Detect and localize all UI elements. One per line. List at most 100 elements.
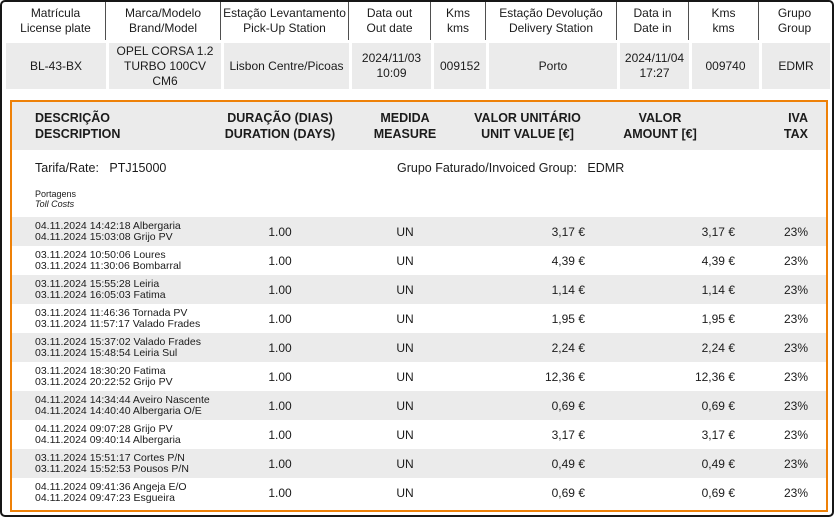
header-label-pt: Estação Devolução xyxy=(499,6,603,20)
toll-tax: 23% xyxy=(783,427,808,442)
header-label-pt: Estação Levantamento xyxy=(223,6,346,20)
header-label-en: MEASURE xyxy=(373,127,437,141)
tarifa-rate-value: PTJ15000 xyxy=(109,161,167,175)
vehicle-col-header-group: Grupo Group xyxy=(759,2,830,40)
col-header-amount: VALOR AMOUNT [€] xyxy=(585,110,735,142)
toll-row: 03.11.2024 11:46:36 Tornada PV 03.11.202… xyxy=(12,304,826,333)
header-label-en: Date in xyxy=(633,21,672,35)
toll-amount: 1,14 € xyxy=(701,282,735,297)
invoiced-group-value: EDMR xyxy=(587,161,625,175)
header-label-pt: DURAÇÃO (DIAS) xyxy=(227,111,333,125)
section-title-pt: Portagens xyxy=(35,189,77,199)
toll-unit-value: 1,95 € xyxy=(551,311,585,326)
header-label-pt: VALOR UNITÁRIO xyxy=(474,111,581,125)
toll-exit-line: 03.11.2024 15:52:53 Pousos P/N xyxy=(35,462,189,475)
toll-entry-line: 04.11.2024 14:42:18 Albergaria xyxy=(35,219,181,232)
vehicle-value-group: EDMR xyxy=(759,43,830,89)
toll-tax: 23% xyxy=(783,369,808,384)
toll-description: 04.11.2024 09:07:28 Grijo PV 04.11.2024 … xyxy=(12,423,220,446)
toll-tax: 23% xyxy=(783,340,808,355)
toll-amount: 0,49 € xyxy=(701,456,735,471)
invoice-table-header: DESCRIÇÃO DESCRIPTION DURAÇÃO (DIAS) DUR… xyxy=(12,102,826,150)
toll-row: 03.11.2024 18:30:20 Fatima 03.11.2024 20… xyxy=(12,362,826,391)
toll-measure: UN xyxy=(396,456,414,471)
header-label-en: DESCRIPTION xyxy=(35,127,121,141)
header-label-en: Pick-Up Station xyxy=(243,21,326,35)
col-header-unit-value: VALOR UNITÁRIO UNIT VALUE [€] xyxy=(470,110,585,142)
toll-row: 03.11.2024 15:51:17 Cortes P/N 03.11.202… xyxy=(12,449,826,478)
toll-duration: 1.00 xyxy=(268,282,292,297)
toll-rows: 04.11.2024 14:42:18 Albergaria 04.11.202… xyxy=(12,217,826,507)
toll-exit-line: 03.11.2024 16:05:03 Fatima xyxy=(35,288,166,301)
toll-description: 03.11.2024 18:30:20 Fatima 03.11.2024 20… xyxy=(12,365,220,388)
header-label-en: Out date xyxy=(366,21,413,35)
toll-description: 03.11.2024 15:55:28 Leiria 03.11.2024 16… xyxy=(12,277,220,301)
toll-description: 04.11.2024 09:41:36 Angeja E/O 04.11.202… xyxy=(12,480,220,504)
vehicle-value-brand-model: OPEL CORSA 1.2 TURBO 100CV CM6 xyxy=(106,43,221,89)
vehicle-value-out-date: 2024/11/03 10:09 xyxy=(349,43,431,89)
toll-measure: UN xyxy=(396,369,414,384)
toll-entry-line: 04.11.2024 09:41:36 Angeja E/O xyxy=(35,480,187,493)
toll-unit-value: 3,17 € xyxy=(551,224,585,239)
vehicle-col-header-pickup-station: Estação Levantamento Pick-Up Station xyxy=(221,2,349,40)
toll-duration: 1.00 xyxy=(268,485,292,500)
header-label-pt: Grupo xyxy=(777,6,812,20)
header-label-pt: MEDIDA xyxy=(380,111,430,125)
vehicle-value-kms-out: 009152 xyxy=(431,43,486,89)
toll-exit-line: 04.11.2024 14:40:40 Albergaria O/E xyxy=(35,404,202,417)
toll-duration: 1.00 xyxy=(268,456,292,471)
toll-tax: 23% xyxy=(783,282,808,297)
toll-duration: 1.00 xyxy=(268,253,292,268)
vehicle-col-header-date-in: Data in Date in xyxy=(617,2,689,40)
toll-tax: 23% xyxy=(783,311,808,326)
vehicle-col-header-brand-model: Marca/Modelo Brand/Model xyxy=(106,2,221,40)
toll-unit-value: 4,39 € xyxy=(551,253,585,268)
header-label-en: TAX xyxy=(783,127,808,141)
vehicle-value-date-in: 2024/11/04 17:27 xyxy=(617,43,689,89)
tarifa-rate-line: Tarifa/Rate: PTJ15000 xyxy=(35,161,166,175)
vehicle-value-kms-in: 009740 xyxy=(689,43,759,89)
toll-amount: 4,39 € xyxy=(701,253,735,268)
header-label-en: AMOUNT [€] xyxy=(623,127,697,141)
toll-exit-line: 04.11.2024 09:40:14 Albergaria xyxy=(35,433,181,446)
toll-entry-line: 03.11.2024 15:51:17 Cortes P/N xyxy=(35,451,185,464)
toll-amount: 2,24 € xyxy=(701,340,735,355)
toll-measure: UN xyxy=(396,282,414,297)
toll-exit-line: 04.11.2024 09:47:23 Esgueira xyxy=(35,491,175,504)
toll-exit-line: 03.11.2024 15:48:54 Leiria Sul xyxy=(35,346,178,359)
vehicle-col-header-kms-in: Kms kms xyxy=(689,2,759,40)
header-label-en: License plate xyxy=(20,21,91,35)
toll-description: 03.11.2024 15:37:02 Valado Frades 03.11.… xyxy=(12,335,220,359)
toll-entry-line: 03.11.2024 11:46:36 Tornada PV xyxy=(35,306,188,319)
vehicle-value-license-plate: BL-43-BX xyxy=(6,43,106,89)
header-label-en: Delivery Station xyxy=(508,21,594,35)
toll-entry-line: 03.11.2024 15:37:02 Valado Frades xyxy=(35,335,201,348)
toll-tax: 23% xyxy=(783,456,808,471)
vehicle-value-delivery-station: Porto xyxy=(486,43,617,89)
col-header-tax: IVA TAX xyxy=(735,110,826,142)
toll-tax: 23% xyxy=(783,485,808,500)
toll-tax: 23% xyxy=(783,398,808,413)
toll-duration: 1.00 xyxy=(268,224,292,239)
toll-row: 04.11.2024 14:34:44 Aveiro Nascente 04.1… xyxy=(12,391,826,420)
toll-measure: UN xyxy=(396,253,414,268)
invoiced-group-line: Grupo Faturado/Invoiced Group: EDMR xyxy=(397,161,624,175)
toll-exit-line: 03.11.2024 20:22:52 Grijo PV xyxy=(35,375,173,388)
toll-entry-line: 03.11.2024 10:50:06 Loures xyxy=(35,248,166,261)
toll-unit-value: 0,69 € xyxy=(551,398,585,413)
header-label-pt: Matrícula xyxy=(30,6,81,20)
toll-entry-line: 03.11.2024 15:55:28 Leiria xyxy=(35,277,160,290)
toll-duration: 1.00 xyxy=(268,369,292,384)
header-label-en: DURATION (DAYS) xyxy=(224,127,336,141)
vehicle-col-header-delivery-station: Estação Devolução Delivery Station xyxy=(486,2,617,40)
toll-amount: 3,17 € xyxy=(701,224,735,239)
toll-measure: UN xyxy=(396,427,414,442)
vehicle-col-header-out-date: Data out Out date xyxy=(349,2,431,40)
toll-duration: 1.00 xyxy=(268,311,292,326)
col-header-measure: MEDIDA MEASURE xyxy=(340,110,470,142)
vehicle-col-header-license-plate: Matrícula License plate xyxy=(6,2,106,40)
toll-exit-line: 03.11.2024 11:30:06 Bombarral xyxy=(35,259,182,272)
toll-row: 03.11.2024 10:50:06 Loures 03.11.2024 11… xyxy=(12,246,826,275)
toll-measure: UN xyxy=(396,485,414,500)
